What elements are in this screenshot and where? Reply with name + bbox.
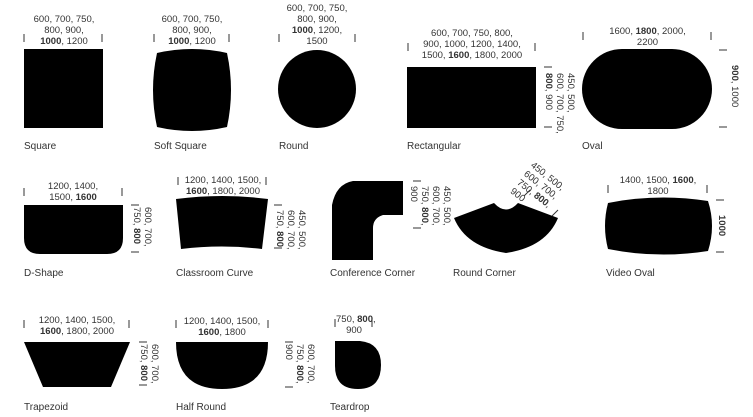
teardrop-shape [335,341,381,389]
vdims-conference-corner: 450, 500, 600, 700, 750, 800, 900 [408,186,452,226]
label-conference-corner: Conference Corner [330,268,416,279]
dims-classroom-curve: 1200, 1400, 1500, 1600, 1800, 2000 [184,175,262,197]
dims-oval: 1600, 1800, 2000, 2200 [609,26,686,48]
label-oval: Oval [582,141,603,152]
label-rectangular: Rectangular [407,141,461,152]
conference-corner-shape [332,181,403,260]
label-teardrop: Teardrop [330,402,370,413]
video-oval-shape [605,197,712,255]
label-soft-square: Soft Square [154,141,207,152]
dims-d-shape: 1200, 1400, 1500, 1600 [47,181,99,203]
dims-half-round: 1200, 1400, 1500, 1600, 1800 [183,316,261,338]
label-d-shape: D-Shape [24,268,64,279]
oval-shape [582,49,712,129]
vdims-trapezoid: 600, 700, 750, 800 [138,344,160,384]
rectangular-shape [407,67,536,128]
label-trapezoid: Trapezoid [24,402,69,413]
row2-ticks [23,177,724,253]
vdims-rectangular: 450, 500, 600, 700, 750, 800, 900 [543,73,576,134]
vdims-oval: 900, 1000 [729,65,740,108]
dims-rectangular: 600, 700, 750, 800, 900, 1000, 1200, 1400… [421,28,523,61]
half-round-shape [176,342,268,389]
label-classroom-curve: Classroom Curve [176,268,254,279]
dims-video-oval: 1400, 1500, 1600, 1800 [619,175,697,197]
trapezoid-shape [24,342,130,387]
square-shape [24,49,103,128]
dims-round: 600, 700, 750, 800, 900, 1000, 1200, 1500 [286,3,348,47]
dims-square: 600, 700, 750, 800, 900, 1000, 1200 [33,14,95,47]
label-round: Round [279,141,309,152]
d-shape [24,205,123,254]
row3-ticks [23,319,373,388]
round-corner-shape [454,203,558,253]
dims-trapezoid: 1200, 1400, 1500, 1600, 1800, 2000 [38,315,116,337]
vdims-video-oval: 1000 [716,215,727,237]
row1-ticks [23,32,727,128]
label-half-round: Half Round [176,402,227,413]
round-shape [278,50,356,128]
dims-teardrop: 750, 800, 900 [336,314,376,336]
label-round-corner: Round Corner [453,268,516,279]
vdims-classroom-curve: 450, 500, 600, 700, 750, 800 [274,210,307,250]
label-square: Square [24,141,57,152]
classroom-curve-shape [176,196,268,249]
label-video-oval: Video Oval [606,268,655,279]
soft-square-shape [153,49,231,131]
dims-soft-square: 600, 700, 750, 800, 900, 1000, 1200 [161,14,223,47]
vdims-half-round: 600, 700, 750, 800, 900 [283,344,316,384]
vdims-d-shape: 600, 700, 750, 800 [131,207,153,247]
